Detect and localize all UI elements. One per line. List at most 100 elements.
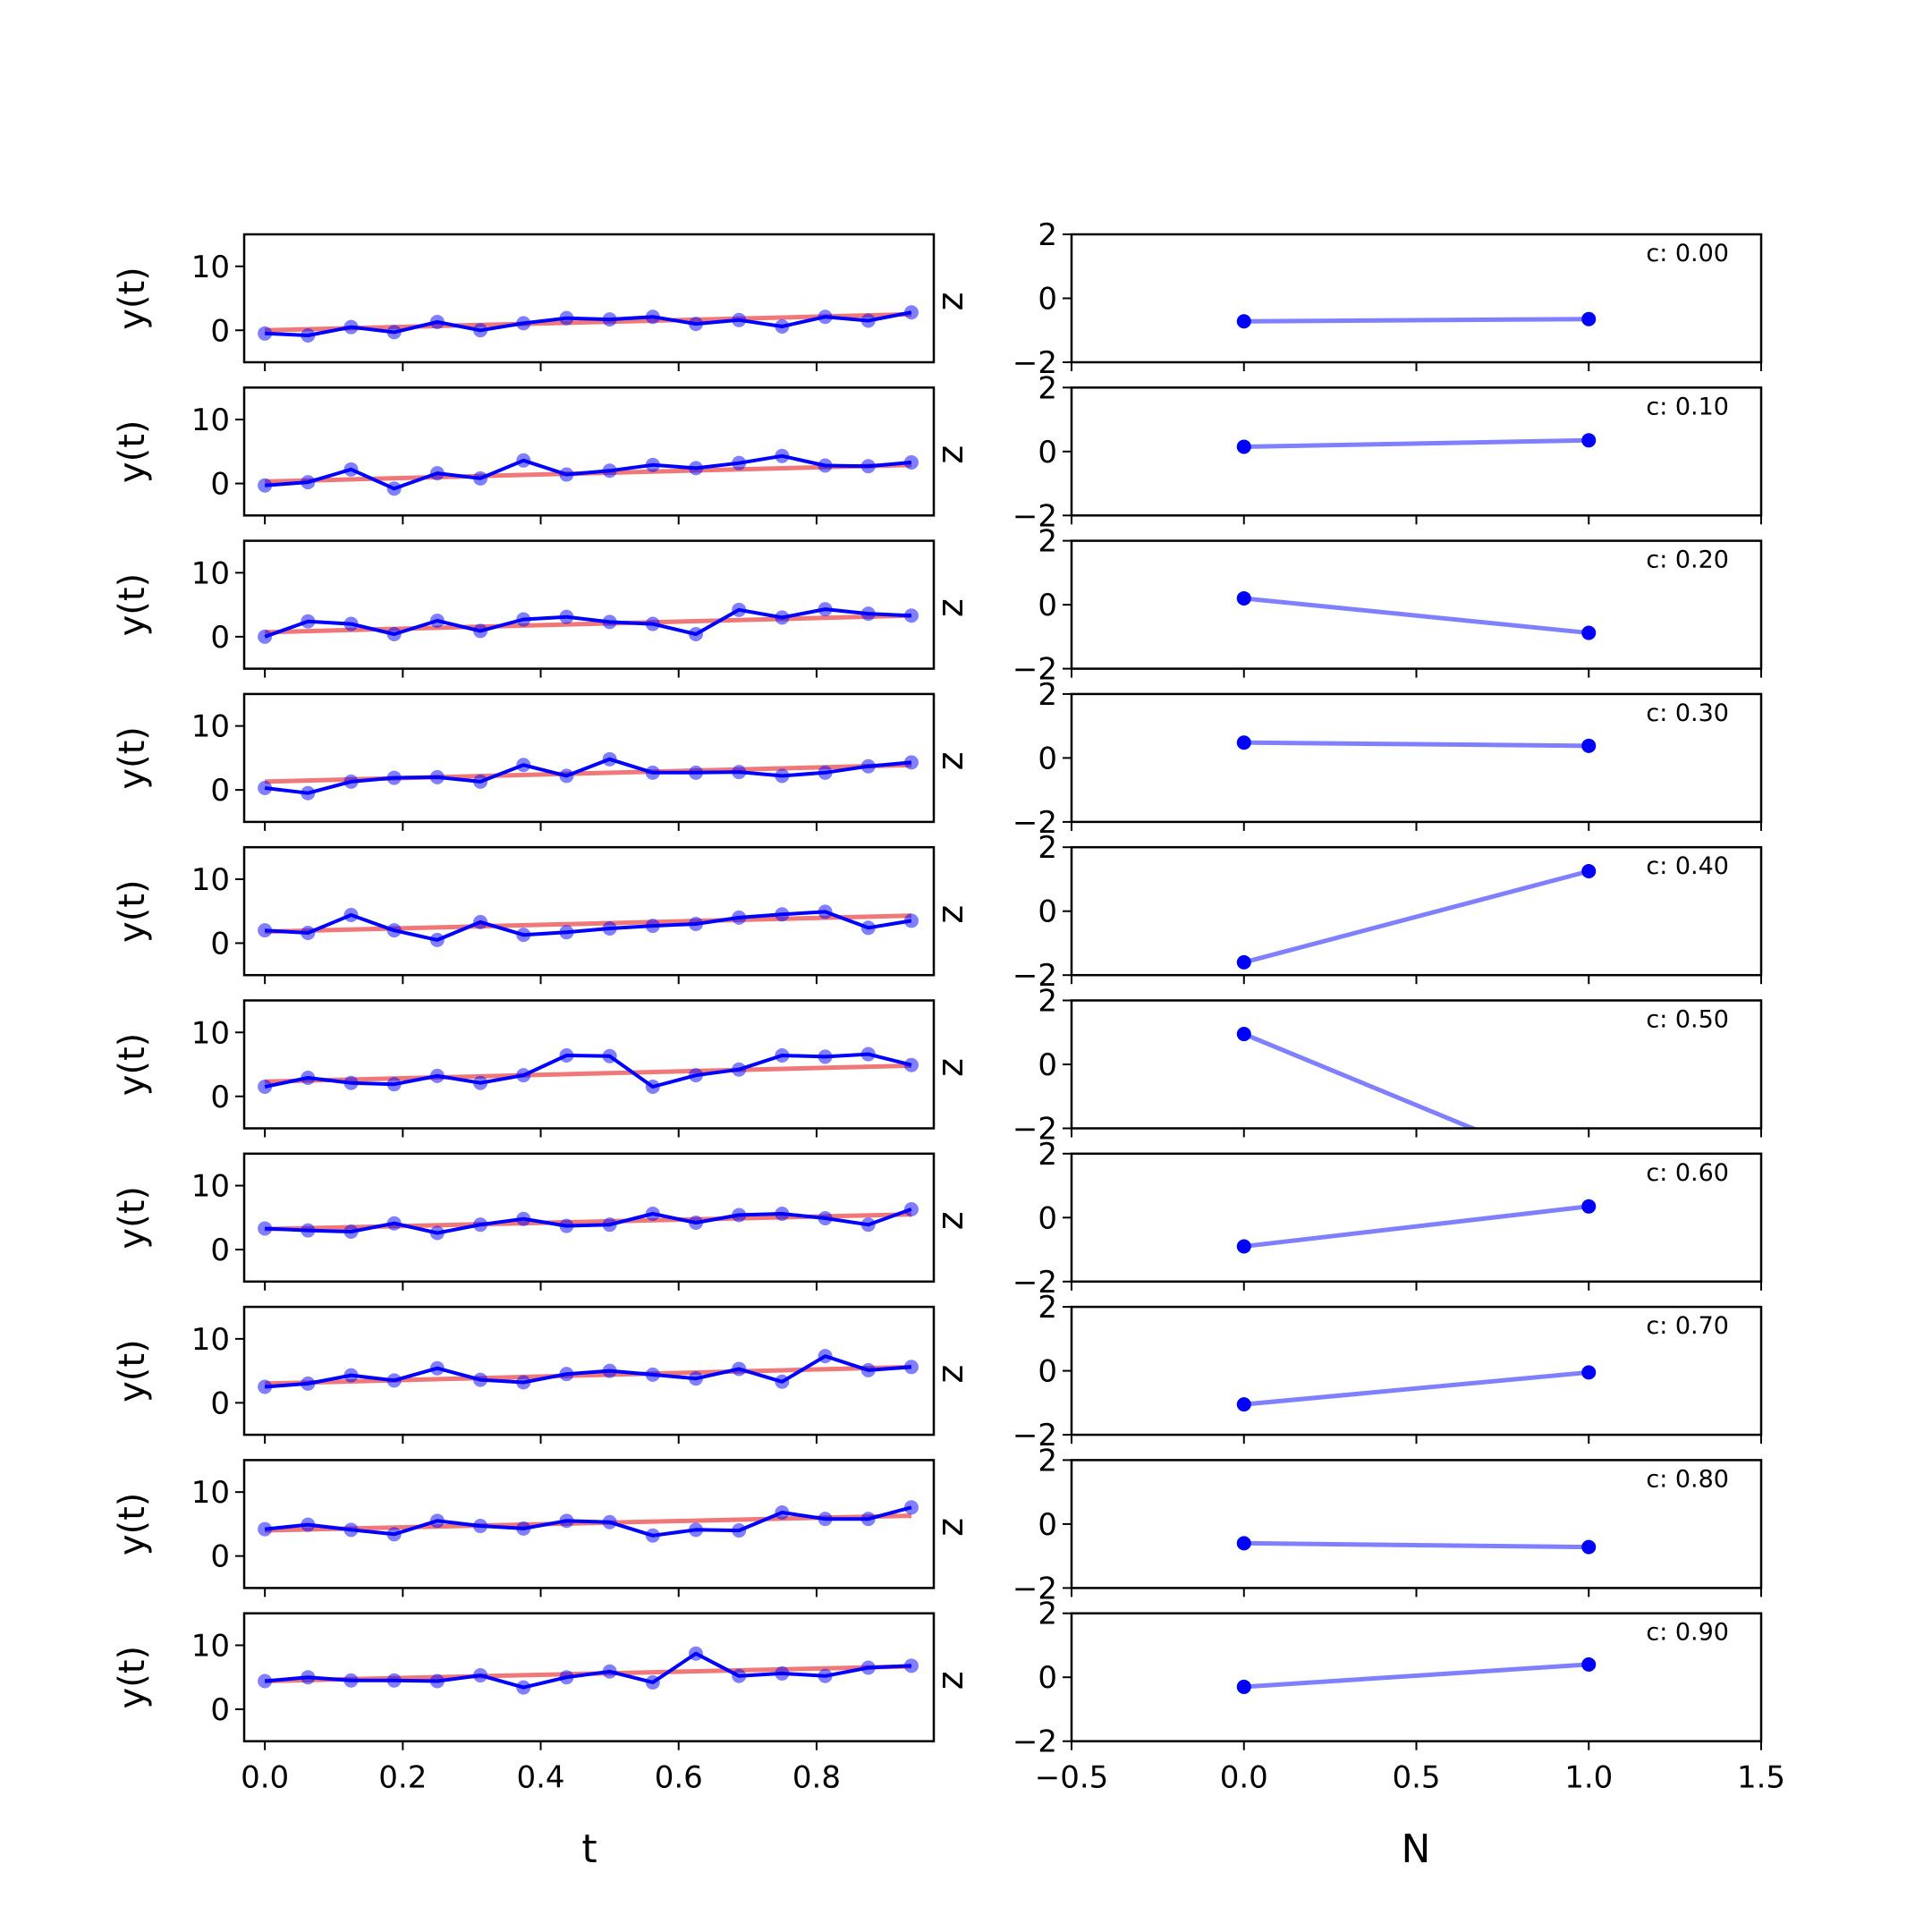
right-y-tick-label: 2 <box>1038 1137 1057 1173</box>
right-y-tick-label: 0 <box>1038 282 1057 318</box>
observed-point <box>903 608 919 623</box>
observed-point <box>775 1207 790 1222</box>
z-point <box>1236 1027 1251 1042</box>
observed-point <box>516 758 531 773</box>
panel-c-label: c: 0.40 <box>1646 852 1729 880</box>
observed-point <box>258 629 273 644</box>
observed-point <box>689 1522 704 1538</box>
panel-row: 0 10 y(t) −2 0 2 z c: 0.60 <box>112 1137 1763 1301</box>
left-x-tick-label: 0.4 <box>516 1760 564 1796</box>
right-y-tick-label: −2 <box>1013 1724 1057 1760</box>
left-axes-frame <box>242 233 936 364</box>
observed-point <box>386 481 402 496</box>
observed-point <box>429 1360 445 1376</box>
observed-point <box>689 917 704 931</box>
observed-point <box>903 913 919 928</box>
right-y-axis-label: z <box>930 1365 971 1384</box>
observed-point <box>732 1208 747 1223</box>
left-x-tick-label: 0.2 <box>378 1760 427 1796</box>
observed-point <box>775 1505 790 1521</box>
observed-point <box>343 1673 359 1688</box>
right-plot-area <box>1236 1536 1597 1555</box>
observed-point <box>645 457 660 472</box>
observed-point <box>775 768 790 784</box>
observed-point <box>775 907 790 922</box>
observed-point <box>473 1217 488 1233</box>
observed-point <box>645 1080 660 1095</box>
observed-point <box>386 1673 402 1688</box>
left-y-tick-label: 10 <box>191 1015 230 1051</box>
observed-point <box>732 1361 747 1377</box>
observed-point <box>903 1202 919 1217</box>
observed-point <box>516 1375 531 1390</box>
observed-point <box>689 461 704 476</box>
observed-point <box>602 751 617 767</box>
observed-point <box>818 458 833 473</box>
right-y-tick-label: 2 <box>1038 830 1057 866</box>
z-point <box>1581 311 1597 326</box>
right-plot-area <box>1236 433 1597 454</box>
left-y-tick-label: 10 <box>191 1322 230 1358</box>
observed-point <box>559 467 574 482</box>
observed-point <box>689 626 704 641</box>
left-axes-frame <box>242 692 936 824</box>
z-point <box>1236 439 1251 454</box>
left-axes-frame <box>242 539 936 670</box>
observed-point <box>429 769 445 784</box>
z-point <box>1236 314 1251 329</box>
observed-point <box>860 1512 876 1527</box>
left-y-tick-label: 0 <box>210 620 230 656</box>
trend-line <box>265 1063 912 1084</box>
panel-row: 0 10 y(t) −2 0 2 z c: 0.80 <box>112 1443 1763 1606</box>
observed-point <box>645 616 660 631</box>
observed-line <box>265 310 912 337</box>
observed-point <box>645 765 660 780</box>
left-axes-frame <box>242 1612 936 1742</box>
left-x-tick-label: 0.6 <box>655 1760 703 1796</box>
right-y-tick-label: −2 <box>1013 345 1057 381</box>
observed-point <box>473 470 488 486</box>
observed-point <box>386 1216 402 1231</box>
panel-row: 0 10 y(t) −2 0 2 z c: 0.10 <box>112 370 1763 534</box>
observed-point <box>645 919 660 934</box>
observed-point <box>429 314 445 329</box>
z-point <box>1581 1199 1597 1214</box>
right-axes-frame <box>1070 999 1763 1130</box>
left-y-axis-label: y(t) <box>112 1339 153 1402</box>
right-y-tick-label: −2 <box>1013 652 1057 688</box>
observed-point <box>602 463 617 479</box>
right-axes-frame <box>1070 1305 1763 1436</box>
z-point <box>1236 954 1251 970</box>
right-axes-frame <box>1070 233 1763 364</box>
panel-c-label: c: 0.50 <box>1646 1006 1729 1034</box>
left-y-axis-label: y(t) <box>112 267 153 330</box>
z-line <box>1242 1031 1479 1129</box>
right-y-axis-label: z <box>930 1211 971 1230</box>
observed-point <box>860 313 876 328</box>
observed-point <box>559 768 574 784</box>
panel-c-label: c: 0.00 <box>1646 240 1729 267</box>
right-axes-frame <box>1070 539 1763 670</box>
observed-point <box>775 1665 790 1681</box>
left-y-axis-label: y(t) <box>112 1033 153 1097</box>
observed-point <box>689 765 704 780</box>
right-axes-frame <box>1070 692 1763 824</box>
observed-point <box>689 1646 704 1661</box>
right-y-tick-label: −2 <box>1013 498 1057 534</box>
left-y-axis-label: y(t) <box>112 879 153 943</box>
observed-point <box>516 1211 531 1226</box>
observed-point <box>301 1517 316 1532</box>
observed-point <box>516 1680 531 1695</box>
observed-line <box>264 1354 912 1389</box>
observed-point <box>301 785 316 801</box>
observed-point <box>429 1225 445 1241</box>
observed-point <box>559 609 574 624</box>
right-plot-area <box>1236 864 1597 970</box>
right-y-axis-label: z <box>930 1058 971 1077</box>
left-plot-area <box>258 1500 919 1543</box>
panel-c-label: c: 0.10 <box>1646 393 1729 420</box>
observed-point <box>516 1068 531 1083</box>
panel-c-label: c: 0.90 <box>1646 1619 1729 1647</box>
observed-point <box>258 781 273 796</box>
